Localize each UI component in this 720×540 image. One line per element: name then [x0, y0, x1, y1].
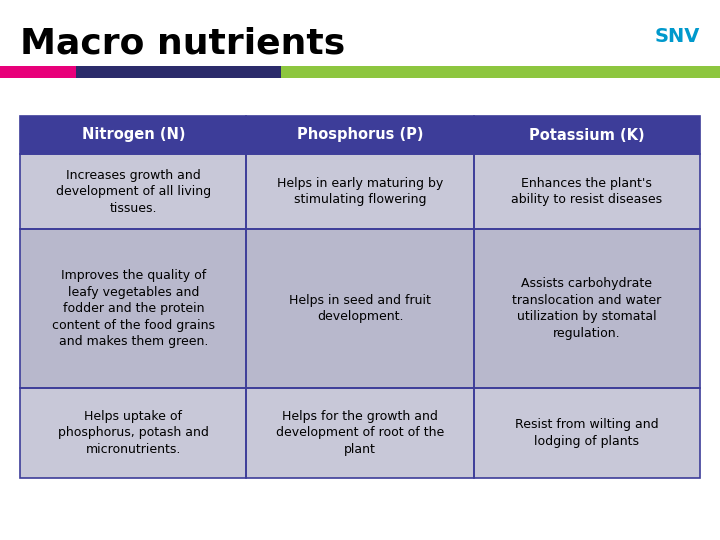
Text: Helps in early maturing by
stimulating flowering: Helps in early maturing by stimulating f… — [277, 177, 443, 206]
Text: Helps in seed and fruit
development.: Helps in seed and fruit development. — [289, 294, 431, 323]
Bar — [474, 154, 700, 230]
Bar — [474, 116, 700, 154]
Bar — [246, 388, 474, 478]
Text: Macro nutrients: Macro nutrients — [20, 27, 346, 61]
Text: Potassium (K): Potassium (K) — [529, 127, 644, 143]
Text: Increases growth and
development of all living
tissues.: Increases growth and development of all … — [55, 168, 211, 215]
Text: Assists carbohydrate
translocation and water
utilization by stomatal
regulation.: Assists carbohydrate translocation and w… — [512, 278, 661, 340]
Text: Phosphorus (P): Phosphorus (P) — [297, 127, 423, 143]
Bar — [20, 116, 246, 154]
Bar — [474, 116, 700, 154]
Bar — [20, 388, 246, 478]
Bar — [246, 116, 474, 154]
Bar — [0, 66, 76, 78]
Text: Helps uptake of
phosphorus, potash and
micronutrients.: Helps uptake of phosphorus, potash and m… — [58, 410, 209, 456]
Text: Nitrogen (N): Nitrogen (N) — [81, 127, 185, 143]
Text: Improves the quality of
leafy vegetables and
fodder and the protein
content of t: Improves the quality of leafy vegetables… — [52, 269, 215, 348]
Bar — [246, 230, 474, 388]
Bar — [20, 154, 246, 230]
Bar — [246, 230, 474, 388]
Bar — [474, 388, 700, 478]
Bar — [20, 230, 246, 388]
Bar — [246, 154, 474, 230]
Bar — [76, 66, 281, 78]
Text: SNV: SNV — [654, 27, 700, 46]
Bar — [246, 116, 474, 154]
Text: Resist from wilting and
lodging of plants: Resist from wilting and lodging of plant… — [515, 418, 659, 448]
Bar — [246, 388, 474, 478]
Bar — [474, 230, 700, 388]
Bar — [20, 230, 246, 388]
Text: Enhances the plant's
ability to resist diseases: Enhances the plant's ability to resist d… — [511, 177, 662, 206]
Bar — [474, 154, 700, 230]
Bar — [20, 116, 246, 154]
Text: Helps for the growth and
development of root of the
plant: Helps for the growth and development of … — [276, 410, 444, 456]
Bar — [474, 230, 700, 388]
Bar — [474, 388, 700, 478]
Bar — [20, 154, 246, 230]
Bar — [246, 154, 474, 230]
Bar — [281, 66, 720, 78]
Bar — [20, 388, 246, 478]
